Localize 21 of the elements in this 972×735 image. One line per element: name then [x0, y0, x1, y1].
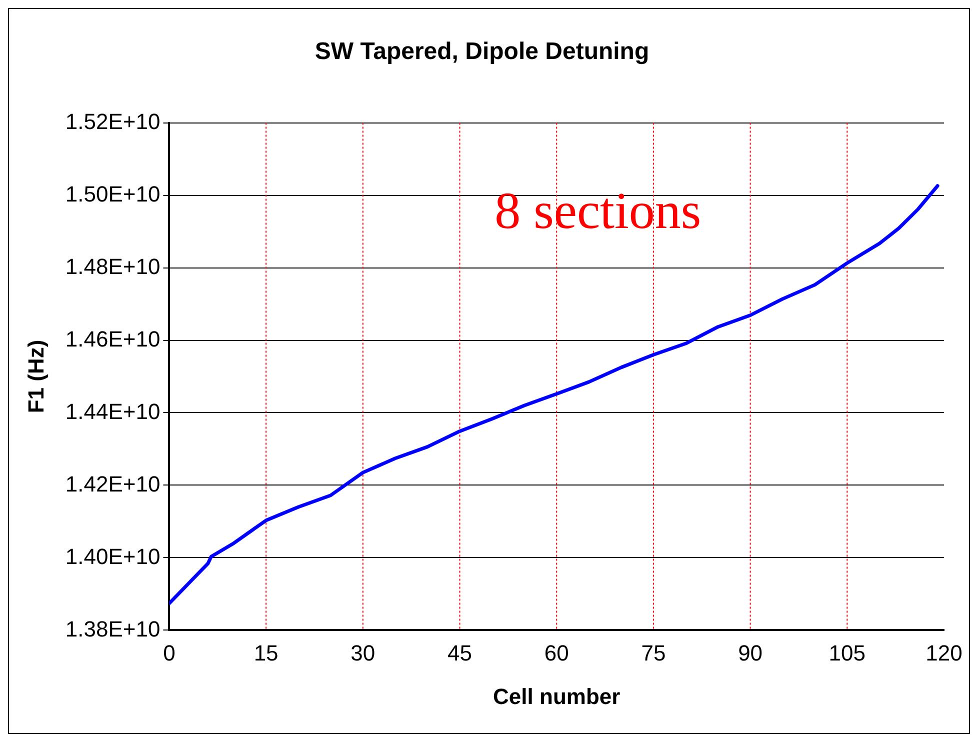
- x-axis-title: Cell number: [493, 684, 621, 709]
- y-tick-label: 1.48E+10: [65, 254, 160, 279]
- y-tick-label: 1.42E+10: [65, 471, 160, 496]
- y-tick-label: 1.50E+10: [65, 181, 160, 206]
- y-axis-title: F1 (Hz): [23, 340, 48, 414]
- annotation: 8 sections: [494, 182, 702, 240]
- y-tick-label: 1.40E+10: [65, 544, 160, 569]
- y-tick-label: 1.52E+10: [65, 108, 160, 134]
- x-tick-label: 45: [448, 640, 472, 666]
- x-tick-label: 105: [828, 640, 866, 666]
- x-tick-label: 30: [350, 640, 376, 666]
- x-tick-label: 0: [163, 640, 176, 666]
- y-tick-label: 1.44E+10: [65, 398, 160, 424]
- y-tick-label: 1.46E+10: [65, 326, 160, 352]
- chart-title: SW Tapered, Dipole Detuning: [314, 38, 650, 66]
- x-tick-label: 120: [926, 640, 962, 666]
- y-tick-label: 1.38E+10: [65, 616, 160, 642]
- x-tick-label: 75: [641, 640, 666, 666]
- x-tick-label: 60: [544, 640, 569, 666]
- x-tick-label: 15: [254, 640, 278, 666]
- x-tick-label: 90: [738, 640, 763, 666]
